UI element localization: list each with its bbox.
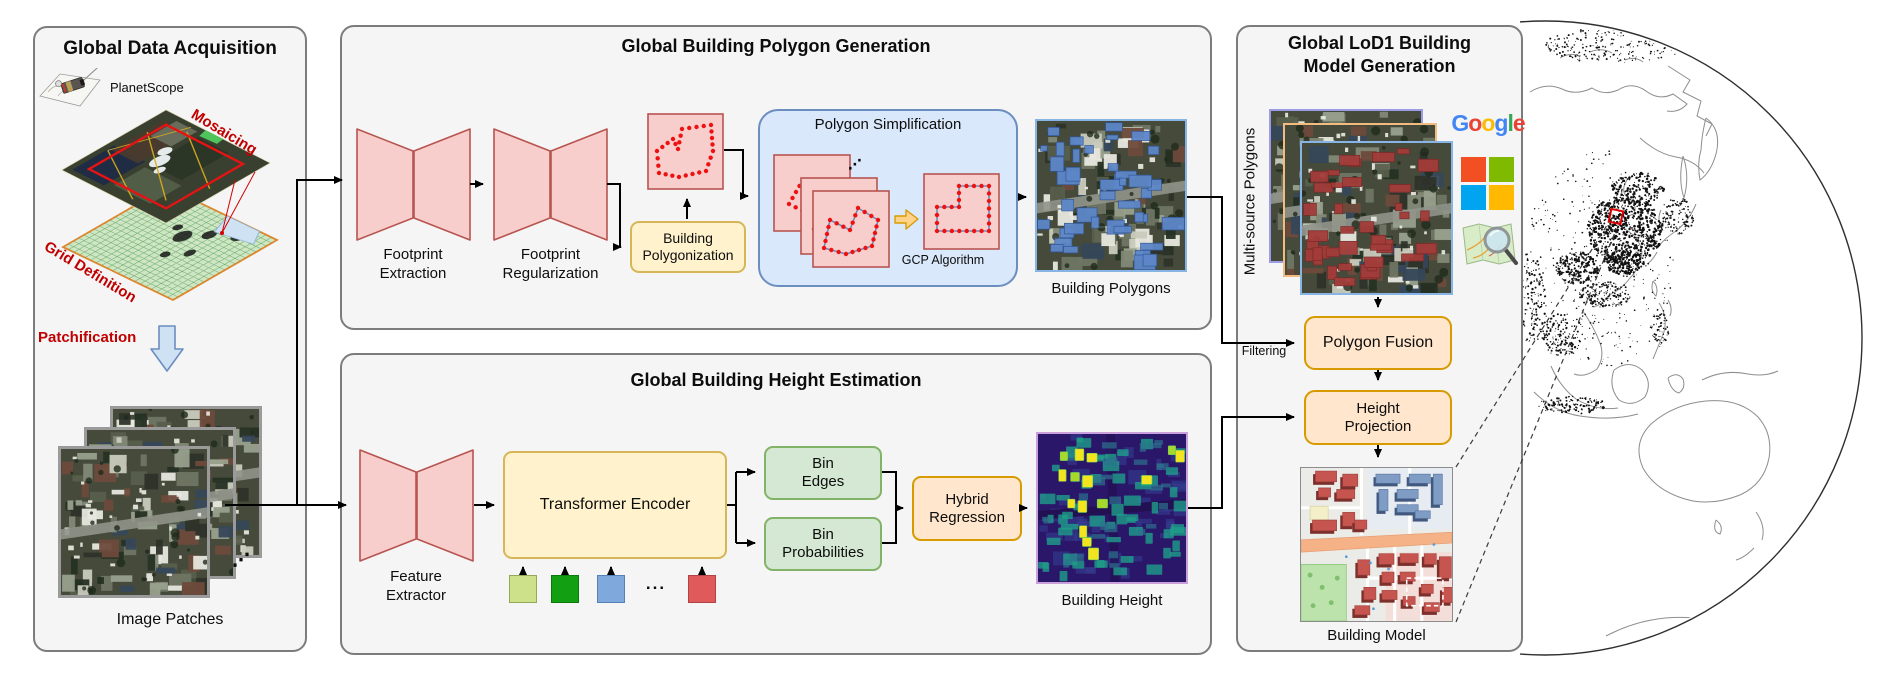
- patch-stack-ellipsis: ⋰: [232, 550, 250, 570]
- filtering-label: Filtering: [1241, 344, 1287, 358]
- patchification-label: Patchification: [38, 329, 137, 346]
- stacked-polygon-thumb-front: [812, 190, 890, 268]
- transformer-encoder-box: Transformer Encoder: [503, 451, 727, 559]
- building-model-label: Building Model: [1327, 627, 1426, 644]
- building-polygons-label: Building Polygons: [1051, 280, 1171, 297]
- gcp-algorithm-label: GCP Algorithm: [901, 253, 985, 267]
- satellite-icon: [39, 68, 102, 107]
- microsoft-logo: [1461, 157, 1514, 210]
- image-patches-label: Image Patches: [116, 611, 224, 628]
- multi-source-polygons-label: Multi-source Polygons: [1241, 127, 1259, 276]
- polygon-fusion-box: Polygon Fusion: [1304, 316, 1452, 370]
- building-polygonization-box: Building Polygonization: [630, 221, 746, 273]
- token-square-red: [688, 575, 716, 603]
- height-estimation-title: Global Building Height Estimation: [630, 370, 922, 390]
- token-square-blue: [597, 575, 625, 603]
- token-square-lightgreen: [509, 575, 537, 603]
- google-letter: g: [1494, 110, 1508, 136]
- bin-probabilities-box: Bin Probabilities: [764, 517, 882, 571]
- bin-edges-box: Bin Edges: [764, 446, 882, 500]
- simplified-polygon-thumbnail: [923, 173, 1000, 250]
- lod1-title-line2: Model Generation: [1303, 56, 1456, 76]
- google-letter: l: [1507, 110, 1513, 136]
- polygon-stack-ellipsis: ⋰: [848, 156, 862, 172]
- feature-extractor-label: Feature Extractor: [385, 568, 446, 604]
- hybrid-regression-box: Hybrid Regression: [912, 476, 1022, 541]
- google-letter: o: [1468, 110, 1482, 136]
- google-logo: Google: [1448, 110, 1528, 137]
- footprint-extraction-label: Footprint Extraction: [379, 246, 447, 282]
- acquisition-title: Global Data Acquisition: [63, 38, 277, 59]
- building-height-image: [1036, 432, 1188, 584]
- building-height-label: Building Height: [1061, 592, 1163, 609]
- footprint-regularization-network-shape: [493, 128, 608, 241]
- footprint-extraction-network-shape: [356, 128, 471, 241]
- feature-extractor-network-shape: [359, 449, 474, 562]
- lod1-title-line1: Global LoD1 Building: [1288, 33, 1471, 53]
- microsoft-square-green: [1489, 157, 1514, 182]
- token-square-green: [551, 575, 579, 603]
- microsoft-square-red: [1461, 157, 1486, 182]
- height-projection-box: Height Projection: [1304, 390, 1452, 445]
- footprint-regularization-label: Footprint Regularization: [502, 246, 599, 282]
- google-letter: G: [1451, 110, 1469, 136]
- block-arrow-icon: [894, 209, 919, 230]
- building-polygons-image: [1035, 119, 1187, 272]
- polygon-simplification-title: Polygon Simplification: [814, 116, 962, 133]
- microsoft-square-yellow: [1489, 185, 1514, 210]
- google-letter: e: [1512, 110, 1526, 136]
- google-letter: o: [1481, 110, 1495, 136]
- multi-source-image-front: [1300, 141, 1453, 295]
- polygon-generation-title: Global Building Polygon Generation: [621, 36, 931, 56]
- building-model-image: [1300, 467, 1453, 622]
- token-ellipsis: ...: [645, 574, 667, 593]
- mosaic-grid-graphic: [61, 109, 279, 302]
- image-patch-front: [58, 446, 210, 598]
- microsoft-square-blue: [1461, 185, 1486, 210]
- planetscope-label: PlanetScope: [110, 80, 184, 95]
- globe-building-density-map: [1520, 20, 1863, 656]
- openstreetmap-logo: [1462, 223, 1518, 265]
- dotted-polygon-thumbnail: [647, 113, 724, 190]
- down-arrow-icon: [150, 325, 184, 372]
